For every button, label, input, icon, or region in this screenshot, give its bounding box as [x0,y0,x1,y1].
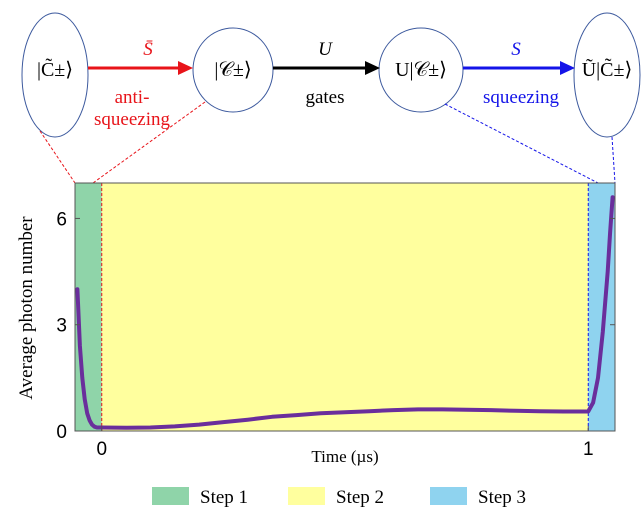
connector-step1-right [92,101,206,184]
arrow-symbol-antisqueezing: S̄ [143,39,153,60]
arrow-caption-squeezing: squeezing [483,87,559,108]
legend-label: Step 1 [200,487,248,508]
legend-swatch [430,487,467,505]
state-node-code [192,27,274,113]
x-axis-label: Time (µs) [311,447,378,466]
state-node-final [573,12,641,138]
legend-label: Step 2 [336,487,384,508]
plot-area [75,183,615,431]
state-label-gated: U|𝒞±⟩ [395,59,447,81]
arrow-symbol-squeezing: S [511,39,521,60]
arrowhead-antisqueezing [178,61,193,75]
arrow-caption-antisqueezing-line1: anti- [115,87,150,108]
state-node-initial [21,12,89,138]
connector-step3-left [444,103,599,184]
y-tick-label: 6 [56,209,67,230]
arrowhead-squeezing [560,61,575,75]
process-diagram: |C̃±⟩ |𝒞±⟩ U|𝒞±⟩ Ũ|C̃±⟩ S̄ anti- squeezi… [21,12,641,184]
state-label-final: Ũ|C̃±⟩ [582,57,633,81]
legend: Step 1 Step 2 Step 3 [152,487,526,508]
arrow-symbol-gates: U [318,39,333,60]
plot-frame [74,182,616,432]
y-tick-label: 3 [56,316,67,337]
x-tick-label: 1 [583,439,594,460]
connector-step1-left [39,130,76,184]
arrow-caption-gates: gates [305,87,344,108]
state-label-code: |𝒞±⟩ [214,59,251,81]
x-tick-label: 0 [96,439,107,460]
connector-step3-right [611,136,616,184]
y-tick-label: 0 [56,422,67,443]
legend-swatch [152,487,189,505]
state-label-initial: |C̃±⟩ [37,57,73,81]
region-step-2 [101,183,589,431]
legend-swatch [288,487,325,505]
arrow-caption-antisqueezing-line2: squeezing [94,109,170,130]
arrowhead-gates [365,61,380,75]
state-node-gated [378,27,464,113]
series-line-1 [75,195,615,430]
axes: 0 3 6 0 1 [56,182,616,460]
legend-label: Step 3 [478,487,526,508]
y-axis-label: Average photon number [16,216,37,400]
